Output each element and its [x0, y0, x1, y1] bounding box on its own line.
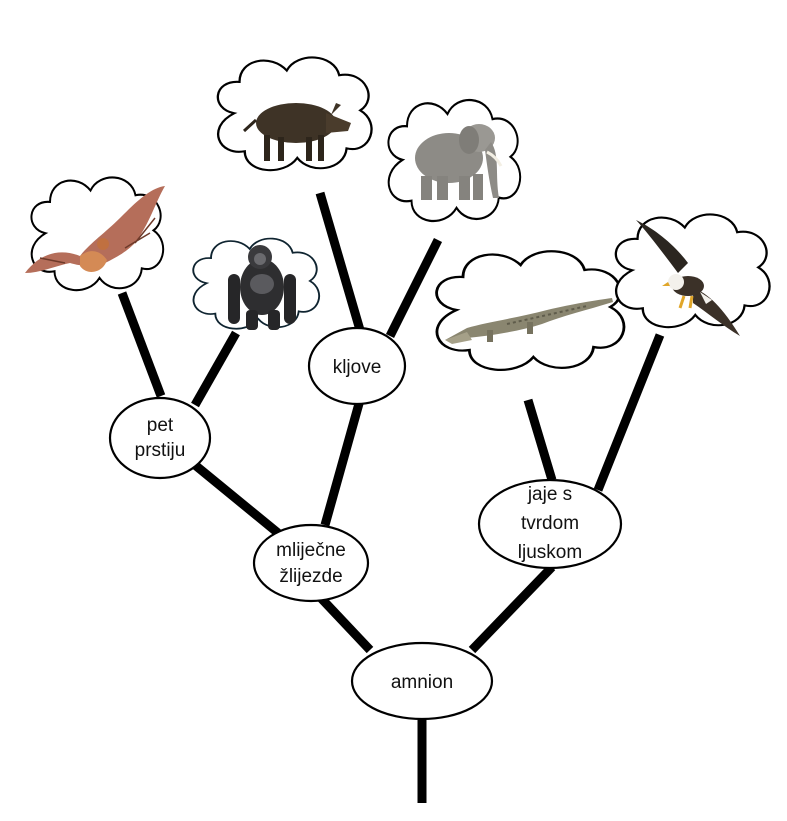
edge-tusks-boar	[315, 191, 365, 332]
node-mammary-glands-label-2: žlijezde	[279, 566, 342, 587]
elephant-icon	[415, 124, 503, 200]
node-amnion: amnion	[350, 641, 494, 721]
leaf-bat	[30, 176, 165, 292]
boar-icon	[242, 103, 351, 161]
node-amnion-label: amnion	[391, 672, 453, 693]
node-hard-shell-egg-label-2: tvrdom	[521, 513, 579, 534]
node-five-fingers-label-2: prstiju	[135, 440, 186, 461]
edge-mammals-fivefingers	[192, 461, 281, 537]
tree-edges	[117, 191, 665, 803]
bat-icon	[25, 186, 165, 273]
edge-mammals-tusks	[320, 398, 365, 527]
edge-shell-crocodile	[523, 398, 557, 482]
node-five-fingers: pet prstiju	[108, 396, 212, 480]
edge-shell-eagle	[593, 333, 665, 492]
node-hard-shell-egg: jaje s tvrdom ljuskom	[477, 478, 623, 570]
gorilla-icon	[228, 245, 296, 330]
node-mammary-glands-label-1: mliječne	[276, 540, 346, 561]
edge-tusks-elephant	[385, 237, 443, 339]
node-hard-shell-egg-label-1: jaje s	[527, 484, 572, 505]
edge-fivefingers-bat	[117, 291, 166, 398]
edge-amnion-mammals	[316, 593, 374, 654]
node-five-fingers-label-1: pet	[147, 415, 174, 436]
eagle-icon	[636, 220, 740, 336]
node-hard-shell-egg-label-3: ljuskom	[518, 542, 582, 563]
node-mammary-glands: mliječne žlijezde	[252, 523, 370, 603]
crocodile-icon	[445, 298, 613, 344]
node-tusks: kljove	[307, 326, 407, 406]
leaf-eagle	[614, 213, 771, 329]
node-tusks-label: kljove	[333, 357, 382, 378]
leaf-crocodile	[435, 249, 626, 372]
edge-fivefingers-gorilla	[191, 330, 240, 408]
edge-amnion-sauropsids	[468, 563, 556, 654]
